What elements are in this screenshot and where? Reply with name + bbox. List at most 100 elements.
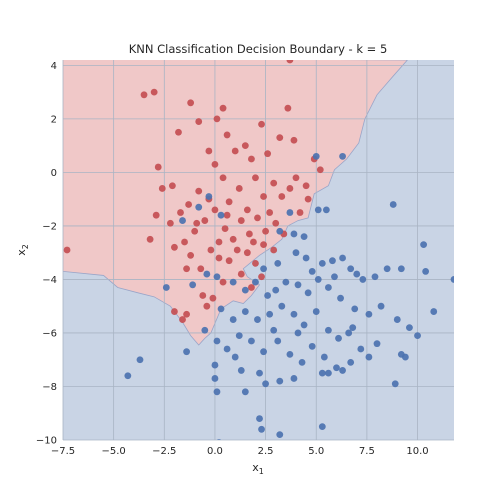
- red-data-point: [270, 179, 278, 187]
- blue-data-point: [211, 361, 219, 369]
- blue-data-point: [195, 203, 203, 211]
- red-data-point: [248, 284, 255, 291]
- red-data-point: [266, 209, 274, 216]
- x-tick-label: 5.0: [308, 446, 324, 457]
- red-data-point: [154, 163, 162, 171]
- blue-data-point: [320, 353, 328, 361]
- blue-data-point: [371, 273, 379, 281]
- red-data-point: [168, 182, 176, 190]
- blue-data-point: [254, 316, 261, 323]
- red-data-point: [272, 219, 280, 227]
- blue-data-point: [294, 281, 302, 289]
- red-data-point: [140, 91, 148, 99]
- y-tick-label: 4: [51, 61, 57, 72]
- blue-data-point: [314, 276, 322, 283]
- blue-data-point: [252, 278, 259, 286]
- blue-data-point: [248, 337, 255, 345]
- x-tick-label: 7.5: [359, 446, 375, 457]
- y-tick-label: −6: [42, 328, 57, 339]
- blue-data-point: [351, 305, 359, 313]
- blue-data-point: [217, 305, 225, 313]
- blue-data-point: [349, 324, 357, 332]
- red-data-point: [254, 214, 261, 222]
- red-data-point: [207, 246, 215, 254]
- blue-data-point: [256, 415, 263, 422]
- red-data-point: [243, 249, 251, 257]
- blue-data-point: [203, 270, 211, 278]
- red-data-point: [185, 201, 193, 208]
- red-data-point: [179, 316, 186, 323]
- blue-data-point: [201, 326, 209, 334]
- red-data-point: [223, 211, 231, 219]
- red-data-point: [158, 185, 166, 192]
- red-data-point: [195, 118, 203, 125]
- y-tick-label: −10: [36, 436, 57, 447]
- red-data-point: [278, 193, 286, 200]
- blue-data-point: [262, 380, 269, 388]
- red-data-point: [175, 128, 182, 136]
- red-data-point: [187, 251, 195, 259]
- blue-data-point: [241, 286, 249, 294]
- blue-data-point: [414, 332, 421, 340]
- blue-data-point: [189, 281, 197, 289]
- red-data-point: [235, 185, 243, 192]
- plot-area: [62, 60, 454, 441]
- blue-data-point: [292, 249, 300, 257]
- red-data-point: [302, 182, 310, 190]
- blue-data-point: [377, 302, 385, 310]
- blue-data-point: [162, 284, 170, 291]
- blue-data-point: [339, 254, 346, 262]
- blue-data-point: [318, 423, 326, 431]
- y-axis-label: x2: [15, 244, 30, 256]
- blue-data-point: [272, 286, 280, 294]
- red-data-point: [270, 246, 278, 254]
- blue-data-point: [258, 425, 265, 433]
- blue-data-point: [266, 310, 274, 318]
- red-data-point: [252, 259, 259, 267]
- blue-data-point: [308, 268, 316, 275]
- blue-data-point: [324, 369, 332, 377]
- red-data-point: [260, 193, 267, 200]
- blue-data-point: [205, 193, 213, 200]
- blue-data-point: [450, 276, 454, 283]
- red-data-point: [215, 238, 223, 246]
- blue-data-point: [389, 201, 397, 208]
- x-axis-label: x1: [252, 461, 264, 476]
- blue-data-point: [223, 345, 231, 353]
- blue-data-point: [318, 369, 326, 377]
- blue-data-point: [302, 254, 310, 262]
- red-data-point: [292, 174, 300, 182]
- blue-data-point: [217, 211, 225, 219]
- blue-data-point: [231, 353, 239, 361]
- red-data-point: [248, 155, 255, 163]
- blue-data-point: [312, 152, 320, 160]
- red-data-point: [195, 187, 203, 195]
- blue-data-point: [286, 209, 294, 216]
- blue-data-point: [401, 353, 409, 361]
- red-data-point: [284, 104, 292, 112]
- blue-data-point: [256, 369, 263, 377]
- x-tick-label: −2.5: [152, 446, 176, 457]
- blue-data-point: [276, 227, 284, 235]
- red-data-point: [191, 227, 199, 235]
- blue-data-point: [260, 348, 267, 356]
- red-data-point: [209, 294, 217, 302]
- red-data-point: [219, 174, 227, 182]
- blue-data-point: [274, 337, 282, 345]
- blue-data-point: [235, 332, 243, 340]
- red-data-point: [199, 292, 207, 299]
- blue-data-point: [294, 329, 302, 337]
- red-data-point: [258, 120, 265, 128]
- red-data-point: [252, 174, 259, 182]
- blue-data-point: [211, 375, 219, 382]
- red-data-point: [225, 257, 233, 265]
- red-data-point: [223, 131, 231, 139]
- red-data-point: [201, 217, 209, 224]
- blue-data-point: [339, 367, 346, 374]
- blue-data-point: [337, 294, 344, 302]
- red-data-point: [211, 160, 219, 168]
- blue-data-point: [347, 265, 355, 273]
- red-data-point: [213, 115, 221, 123]
- blue-data-point: [183, 348, 190, 356]
- red-data-point: [260, 241, 267, 249]
